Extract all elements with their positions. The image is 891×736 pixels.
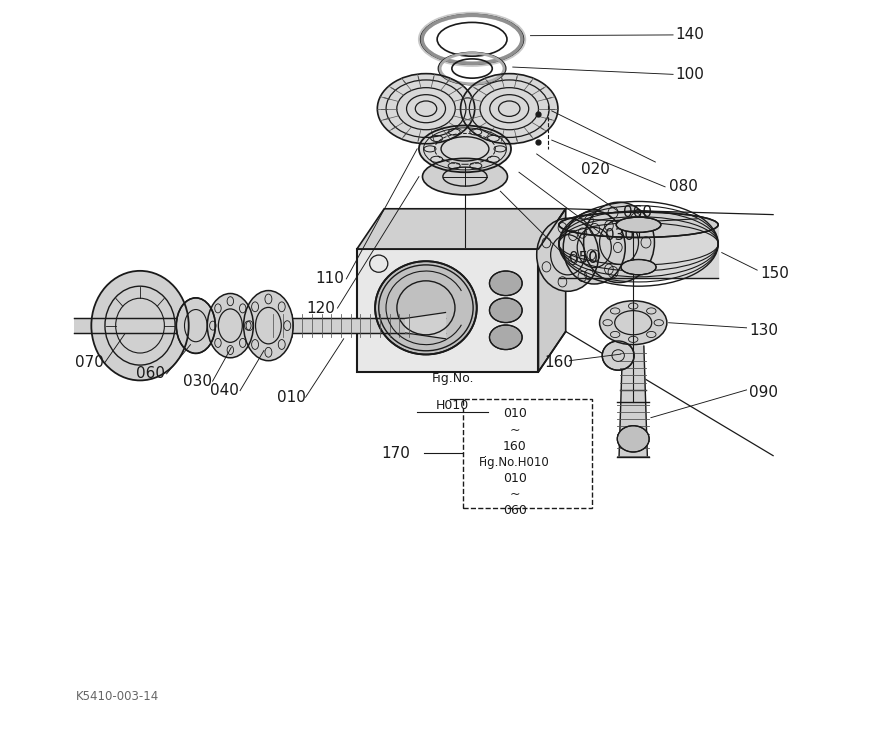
Text: 150: 150 xyxy=(760,266,789,280)
Text: 170: 170 xyxy=(381,446,411,461)
Text: 080: 080 xyxy=(668,180,698,194)
Text: 020: 020 xyxy=(581,162,609,177)
Ellipse shape xyxy=(559,212,718,238)
Text: Fig.No.H010: Fig.No.H010 xyxy=(479,456,550,469)
Ellipse shape xyxy=(377,74,475,144)
Ellipse shape xyxy=(600,301,666,344)
Text: 070: 070 xyxy=(76,355,104,370)
Ellipse shape xyxy=(489,298,522,322)
Bar xyxy=(74,319,446,333)
Text: 010: 010 xyxy=(277,390,307,405)
Text: 010: 010 xyxy=(503,408,527,420)
Text: 060: 060 xyxy=(135,367,165,381)
Text: 120: 120 xyxy=(307,300,335,316)
Ellipse shape xyxy=(176,298,216,353)
Text: 040: 040 xyxy=(210,383,239,398)
Polygon shape xyxy=(559,224,718,277)
Ellipse shape xyxy=(243,291,293,361)
Ellipse shape xyxy=(489,271,522,296)
Ellipse shape xyxy=(602,341,634,370)
Text: ~: ~ xyxy=(510,423,519,436)
Ellipse shape xyxy=(489,325,522,350)
Ellipse shape xyxy=(536,219,599,291)
Polygon shape xyxy=(538,209,566,372)
Polygon shape xyxy=(357,209,566,249)
Ellipse shape xyxy=(422,158,508,195)
Polygon shape xyxy=(405,313,446,339)
Text: H010: H010 xyxy=(436,400,470,412)
Ellipse shape xyxy=(621,260,656,275)
Text: 110: 110 xyxy=(315,272,344,286)
Text: 030: 030 xyxy=(183,374,211,389)
Polygon shape xyxy=(619,346,648,457)
Text: 060: 060 xyxy=(503,504,527,517)
Text: 060: 060 xyxy=(623,205,651,220)
Ellipse shape xyxy=(91,271,189,381)
Text: 100: 100 xyxy=(675,67,705,82)
Text: 160: 160 xyxy=(503,439,527,453)
FancyBboxPatch shape xyxy=(357,249,538,372)
Ellipse shape xyxy=(461,74,558,144)
Text: Fig.No.: Fig.No. xyxy=(431,372,474,385)
Text: ~: ~ xyxy=(510,488,519,500)
Ellipse shape xyxy=(419,126,511,172)
Text: 140: 140 xyxy=(675,27,705,43)
Text: 010: 010 xyxy=(503,472,527,485)
Ellipse shape xyxy=(584,202,655,283)
Text: 160: 160 xyxy=(544,355,574,370)
Ellipse shape xyxy=(375,261,477,355)
Ellipse shape xyxy=(563,211,625,284)
Text: 030: 030 xyxy=(605,227,634,243)
Text: 050: 050 xyxy=(569,251,599,266)
Ellipse shape xyxy=(208,294,253,358)
Ellipse shape xyxy=(617,217,661,233)
Ellipse shape xyxy=(617,425,650,452)
Text: 090: 090 xyxy=(749,386,778,400)
Text: K5410-003-14: K5410-003-14 xyxy=(76,690,159,703)
Text: 130: 130 xyxy=(749,323,778,339)
